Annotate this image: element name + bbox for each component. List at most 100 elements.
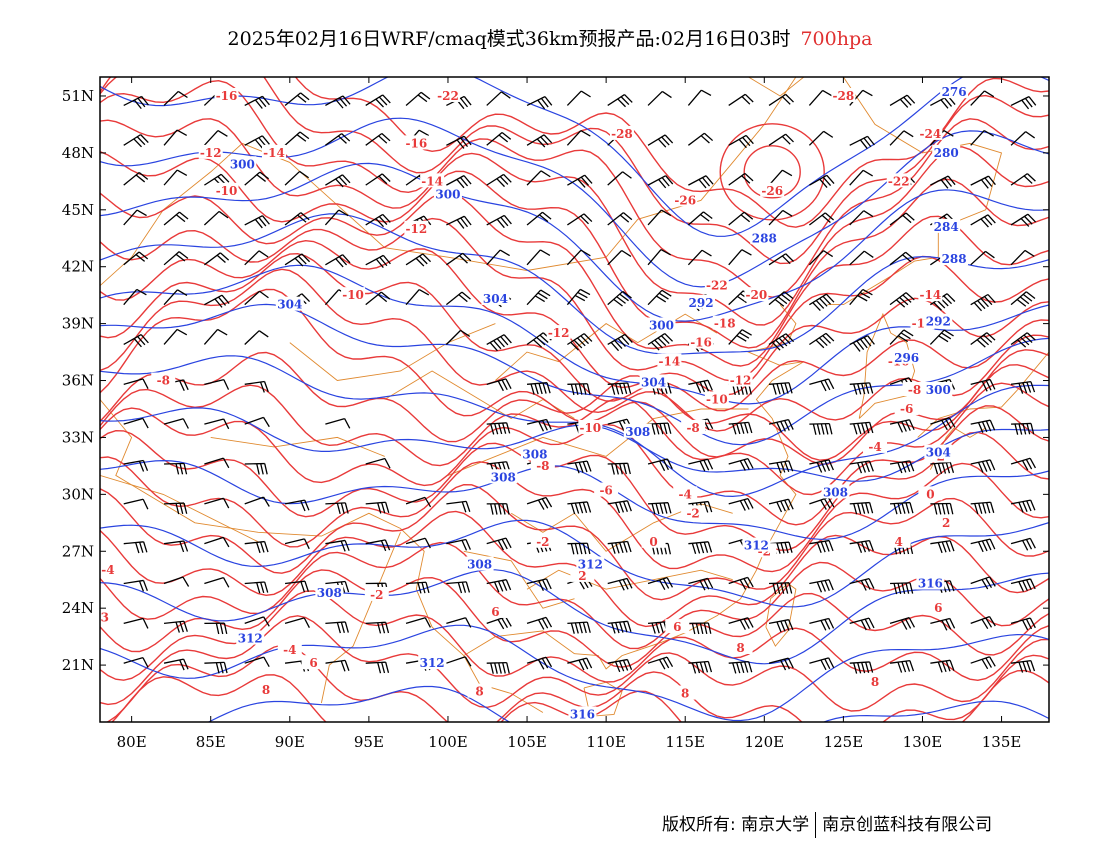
wind-barb [203, 328, 228, 345]
wind-barb [607, 462, 631, 475]
temperature-label-bg [530, 533, 555, 548]
wind-barb [930, 617, 956, 631]
temperature-label-bg [902, 382, 927, 397]
height-label: 292 [689, 296, 714, 310]
height-label-bg [916, 575, 945, 590]
temperature-labels: -16 -22-28-28-24-16-12 -14-14-10 -26-22-26-… [100, 87, 959, 701]
temperature-label: -10 [706, 393, 728, 407]
wind-barb [728, 249, 752, 266]
wind-barb [567, 460, 592, 474]
height-label: 312 [744, 539, 769, 553]
wind-barb [244, 135, 270, 149]
wind-barb [849, 539, 874, 553]
wind-barb [768, 418, 794, 433]
wind-barb [163, 328, 188, 345]
wind-barb [688, 175, 714, 189]
wind-barb [688, 379, 713, 394]
height-label-bg [568, 706, 597, 721]
temperature-label: -12 [548, 326, 570, 340]
wind-barb [889, 251, 915, 266]
temperature-contour [100, 268, 1049, 432]
wind-barb [204, 379, 230, 390]
wind-barb [970, 501, 995, 515]
wind-barb [123, 95, 149, 110]
lat-tick-label: 45N [62, 201, 94, 219]
temperature-label: -24 [920, 127, 942, 141]
wind-barb [123, 617, 149, 629]
wind-barb [486, 616, 512, 630]
wind-barb [808, 89, 833, 106]
temperature-label-bg [918, 486, 943, 501]
footer-divider [815, 812, 817, 838]
wind-barb [365, 539, 391, 552]
title-level: 700hpa [800, 28, 873, 50]
temperature-label-bg [100, 562, 120, 577]
wind-barb [526, 134, 553, 148]
wind-barb [284, 92, 310, 106]
wind-barb [284, 212, 310, 226]
wind-barb [163, 289, 188, 306]
map-frame [99, 76, 1050, 723]
wind-barb [889, 329, 914, 345]
height-label: 288 [942, 252, 967, 266]
temperature-label-bg [609, 125, 634, 140]
wind-barb [768, 291, 794, 307]
temperature-contour [100, 217, 1049, 382]
wind-barb [1011, 422, 1035, 435]
temperature-label: 6 [309, 656, 317, 670]
temperature-label: -16 [405, 136, 427, 150]
height-label-bg [647, 317, 676, 332]
temperature-label-bg [681, 505, 706, 520]
wind-barb [325, 133, 351, 146]
wind-barb [204, 497, 230, 509]
height-label: 300 [435, 188, 460, 202]
wind-barb [970, 129, 994, 146]
temperature-label: -4 [283, 643, 296, 657]
wind-barb [365, 132, 391, 146]
wind-barb [768, 253, 794, 266]
wind-barb [687, 89, 712, 106]
temperature-label: -8 [686, 421, 699, 435]
boundary-line [447, 408, 749, 476]
temperature-contour [100, 288, 1049, 465]
temperature-label: -2 [536, 535, 549, 549]
wind-barb [446, 617, 472, 628]
temperature-label: -6 [599, 484, 612, 498]
boundary-line [748, 77, 805, 97]
lon-tick-label: 105E [507, 733, 547, 751]
wind-barb [446, 538, 471, 551]
wind-barb [768, 93, 794, 106]
wind-barb [688, 660, 713, 674]
wind-barb [486, 334, 512, 352]
height-label-bg [932, 144, 961, 159]
wind-barb [647, 90, 672, 106]
wind-barb [446, 500, 471, 513]
temperature-label: -14 [263, 146, 285, 160]
temperature-label: -4 [101, 563, 114, 577]
wind-barb [163, 169, 188, 186]
wind-barb [123, 417, 149, 429]
temperature-label-bg [918, 125, 943, 140]
wind-barb [204, 577, 230, 588]
temperature-label: -12 [730, 374, 752, 388]
wind-barb [123, 541, 148, 554]
wind-barb [849, 169, 873, 186]
wind-barb [567, 542, 591, 555]
boundary-line [827, 77, 1003, 306]
wind-barb [325, 502, 349, 515]
wind-barb [728, 134, 754, 149]
wind-barb [1010, 131, 1036, 146]
height-contour [100, 213, 1049, 355]
wind-barb [204, 661, 228, 674]
wind-barb [526, 289, 551, 306]
wind-barb [365, 94, 391, 108]
wind-barb [607, 94, 633, 108]
wind-barb [365, 291, 391, 306]
wind-barb [324, 209, 349, 226]
wind-barb [930, 175, 956, 189]
wind-barb [486, 91, 511, 106]
wind-barb [889, 616, 916, 630]
temperature-label-bg [151, 372, 176, 387]
temperature-label-bg [364, 586, 389, 601]
